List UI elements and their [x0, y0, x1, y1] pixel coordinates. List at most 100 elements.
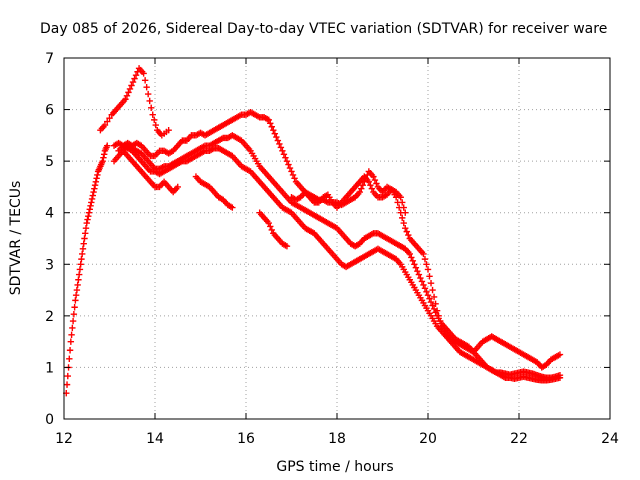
data-point-interp [151, 116, 158, 124]
data-point [149, 111, 156, 118]
data-point [406, 250, 413, 258]
data-point [79, 250, 86, 258]
series-track-branch-b [192, 173, 236, 211]
y-axis-label: SDTVAR / TECUs [8, 181, 24, 296]
data-point-interp [418, 278, 426, 285]
data-point-interp [273, 133, 280, 141]
data-point-interp [93, 175, 100, 182]
data-point [274, 137, 282, 144]
x-tick-label: 16 [237, 431, 255, 447]
data-point [265, 116, 272, 124]
data-point-interp [125, 89, 132, 96]
data-point-interp [75, 271, 83, 278]
data-point-interp [358, 185, 365, 192]
data-point-interp [72, 292, 80, 299]
data-point-interp [129, 78, 137, 86]
data-point-interp [400, 204, 407, 211]
y-tick-label: 4 [45, 206, 54, 222]
series-track-rise [63, 142, 111, 397]
data-point-interp [291, 175, 298, 182]
data-point-interp [89, 192, 97, 199]
x-tick-label: 14 [146, 431, 164, 447]
data-point-interp [412, 264, 420, 271]
data-point-interp [408, 254, 415, 261]
x-tick-label: 24 [601, 431, 619, 447]
data-point-interp [280, 151, 288, 158]
data-point-interp [82, 230, 89, 237]
data-point [288, 168, 295, 175]
data-point-interp [285, 161, 292, 168]
data-point-interp [152, 121, 159, 129]
y-tick-label: 1 [45, 360, 54, 376]
data-point [420, 250, 427, 258]
data-point-interp [104, 118, 111, 125]
data-point [131, 75, 138, 82]
data-point-interp [359, 182, 366, 189]
data-point [126, 85, 134, 93]
data-point-interp [141, 77, 149, 84]
data-point [85, 209, 93, 216]
x-tick-label: 20 [419, 431, 437, 447]
data-point [420, 281, 427, 289]
data-point-interp [367, 182, 374, 189]
data-point [283, 243, 291, 250]
data-point-interp [123, 92, 131, 100]
data-point-interp [268, 123, 275, 130]
data-point-interp [427, 279, 435, 287]
data-point-interp [84, 216, 91, 223]
data-point [101, 121, 109, 129]
y-tick-label: 7 [45, 51, 54, 67]
data-point-interp [88, 195, 96, 203]
data-point-interp [63, 381, 71, 388]
series-track-branch-d [288, 173, 409, 216]
data-point [411, 261, 418, 268]
x-tick-label: 18 [328, 431, 346, 447]
data-point-interp [421, 285, 429, 292]
data-point [283, 157, 291, 165]
x-ticks: 12 14 16 18 20 22 24 [55, 58, 619, 447]
data-point-interp [268, 226, 275, 234]
data-point-interp [80, 240, 87, 247]
data-point-interp [400, 219, 407, 227]
data-point [429, 286, 436, 294]
chart-title: Day 085 of 2026, Sidereal Day-to-day VTE… [40, 21, 607, 37]
data-point-interp [289, 171, 297, 179]
data-point-interp [417, 274, 424, 282]
x-axis-label: GPS time / hours [276, 459, 393, 475]
data-point-interp [426, 295, 433, 302]
data-point [90, 188, 97, 196]
data-point-interp [91, 185, 98, 192]
data-point-interp [277, 144, 285, 151]
data-point-interp [91, 182, 99, 189]
data-point-interp [399, 214, 406, 222]
data-point-interp [409, 257, 417, 265]
data-point [402, 224, 409, 232]
data-point-interp [432, 309, 439, 316]
data-point [140, 70, 147, 77]
data-point [74, 281, 81, 289]
data-point-interp [371, 176, 379, 184]
data-point [365, 178, 373, 185]
y-ticks: 0 1 2 3 4 5 6 7 [45, 51, 610, 428]
data-point-interp [78, 255, 85, 263]
data-point-interp [399, 199, 406, 206]
data-point [556, 374, 564, 381]
data-point [69, 317, 77, 325]
data-point-interp [70, 310, 78, 318]
data-point-interp [82, 224, 90, 232]
data-point [76, 266, 84, 273]
data-point [67, 338, 75, 345]
data-point-interp [100, 151, 108, 158]
data-point-interp [79, 245, 87, 253]
data-point-interp [373, 180, 380, 187]
y-tick-label: 3 [45, 257, 54, 273]
series-track-branch-a [119, 147, 181, 196]
data-point-interp [68, 331, 75, 338]
data-point [99, 157, 106, 165]
data-point [424, 292, 432, 299]
data-points [63, 65, 564, 397]
data-point [72, 297, 79, 304]
data-point [356, 188, 363, 196]
data-point [265, 219, 272, 227]
